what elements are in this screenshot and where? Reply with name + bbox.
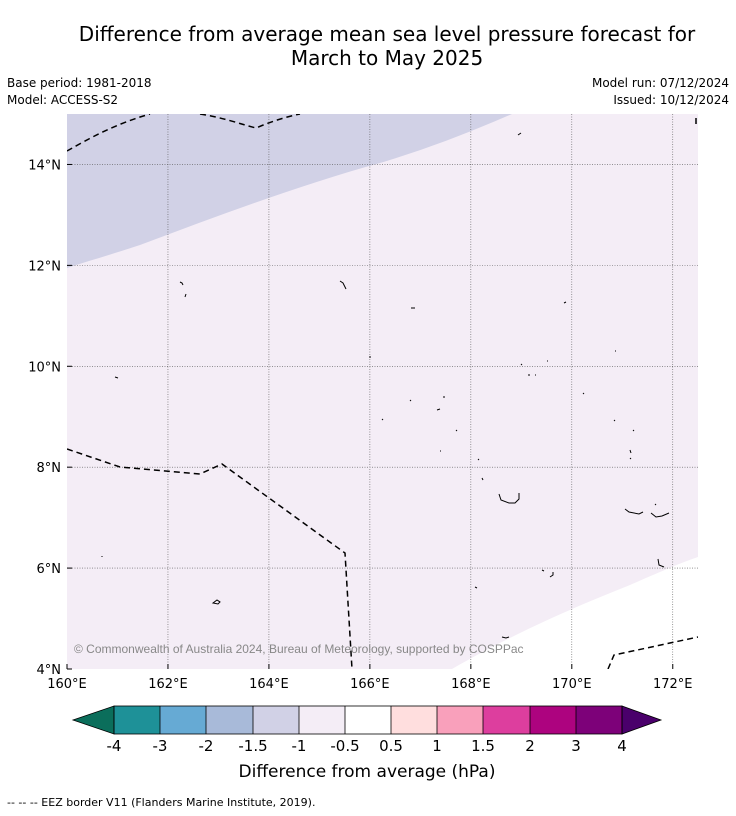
colorbar-label: Difference from average (hPa) — [239, 762, 496, 782]
colorbar-tick-label: -1.5 — [238, 737, 267, 755]
x-tick-label: 166°E — [350, 677, 390, 692]
axis-labels: 160°E 162°E 164°E 166°E 168°E 170°E 172°E 4°N 6°… — [28, 158, 692, 692]
colorbar-tick-label: -2 — [199, 737, 214, 755]
colorbar-tick-label: 1.5 — [471, 737, 495, 755]
title-line-1: Difference from average mean sea level p… — [78, 22, 696, 46]
fill-region-upper — [67, 114, 512, 268]
gridlines — [67, 114, 698, 669]
y-tick-label: 12°N — [28, 259, 61, 274]
islands — [101, 132, 670, 639]
island — [114, 376, 119, 379]
eez-border-southeast — [607, 636, 698, 669]
eez-border-central — [67, 448, 353, 669]
colorbar-segment — [299, 706, 345, 734]
island — [409, 399, 412, 402]
colorbar-segment — [160, 706, 206, 734]
chart-title: Difference from average mean sea level p… — [0, 22, 736, 70]
copyright-notice: © Commonwealth of Australia 2024, Bureau… — [74, 642, 524, 656]
colorbar-segment — [345, 706, 391, 734]
colorbar-segment — [437, 706, 483, 734]
island — [563, 301, 567, 304]
colorbar-tick-label: 2 — [525, 737, 535, 755]
x-tick-label: 164°E — [249, 677, 289, 692]
eez-footnote: -- -- -- EEZ border V11 (Flanders Marine… — [7, 796, 316, 809]
island — [436, 408, 441, 411]
colorbar-tick-label: -0.5 — [330, 737, 359, 755]
y-tick-label: 14°N — [28, 158, 61, 173]
title-line-2: March to May 2025 — [290, 46, 484, 70]
colorbar-tick-label: 0.5 — [379, 737, 403, 755]
colorbar-extend-low — [71, 705, 115, 735]
colorbar-tick-label: -3 — [153, 737, 168, 755]
eez-borders — [67, 114, 698, 669]
issued-date: Issued: 10/12/2024 — [613, 93, 729, 107]
colorbar-segment — [114, 706, 160, 734]
y-tick-label: 8°N — [37, 461, 62, 476]
colorbar: -4 -3 -2 -1.5 -1 -0.5 0.5 1 1.5 2 3 4 — [71, 705, 663, 755]
island — [481, 477, 484, 481]
colorbar-tick-label: 4 — [617, 737, 627, 755]
island — [498, 493, 520, 504]
island — [613, 419, 616, 422]
y-tick-label: 6°N — [37, 562, 62, 577]
eez-border-north — [67, 114, 151, 152]
x-tick-label: 172°E — [653, 677, 693, 692]
island — [654, 503, 657, 506]
island — [541, 569, 554, 578]
island — [657, 558, 665, 568]
model-run: Model run: 07/12/2024 — [591, 76, 729, 90]
y-tick-label: 10°N — [28, 360, 61, 375]
x-tick-label: 160°E — [47, 677, 87, 692]
colorbar-segment — [253, 706, 299, 734]
colorbar-segment — [530, 706, 576, 734]
island — [517, 132, 522, 136]
island — [624, 508, 670, 518]
colorbar-segment — [576, 706, 622, 734]
model-name: Model: ACCESS-S2 — [7, 93, 119, 107]
x-tick-label: 170°E — [552, 677, 592, 692]
island — [477, 458, 480, 461]
meta-right: Model run: 07/12/2024 Issued: 10/12/2024 — [592, 75, 729, 109]
eez-border-north-2 — [199, 114, 301, 129]
island — [184, 293, 187, 298]
x-tick-label: 162°E — [148, 677, 188, 692]
y-tick-label: 4°N — [37, 663, 62, 678]
island — [474, 586, 478, 589]
island — [339, 280, 347, 290]
island — [632, 429, 635, 432]
island — [179, 281, 184, 286]
fill-region-lower-right — [452, 557, 698, 669]
island — [629, 449, 632, 460]
colorbar-tick-label: -4 — [107, 737, 122, 755]
x-tick-label: 168°E — [451, 677, 491, 692]
colorbar-tick-label: 3 — [571, 737, 581, 755]
island — [211, 599, 221, 605]
island — [455, 429, 458, 432]
colorbar-segment — [391, 706, 437, 734]
island — [381, 418, 384, 421]
island — [520, 363, 523, 366]
colorbar-segment — [483, 706, 530, 734]
colorbar-extend-high — [621, 705, 663, 735]
meta-left: Base period: 1981-2018 Model: ACCESS-S2 — [7, 75, 152, 109]
colorbar-segment — [206, 706, 253, 734]
colorbar-tick-label: 1 — [432, 737, 442, 755]
island — [582, 392, 585, 395]
island — [501, 636, 510, 639]
colorbar-tick-label: -1 — [292, 737, 307, 755]
base-period: Base period: 1981-2018 — [7, 76, 152, 90]
